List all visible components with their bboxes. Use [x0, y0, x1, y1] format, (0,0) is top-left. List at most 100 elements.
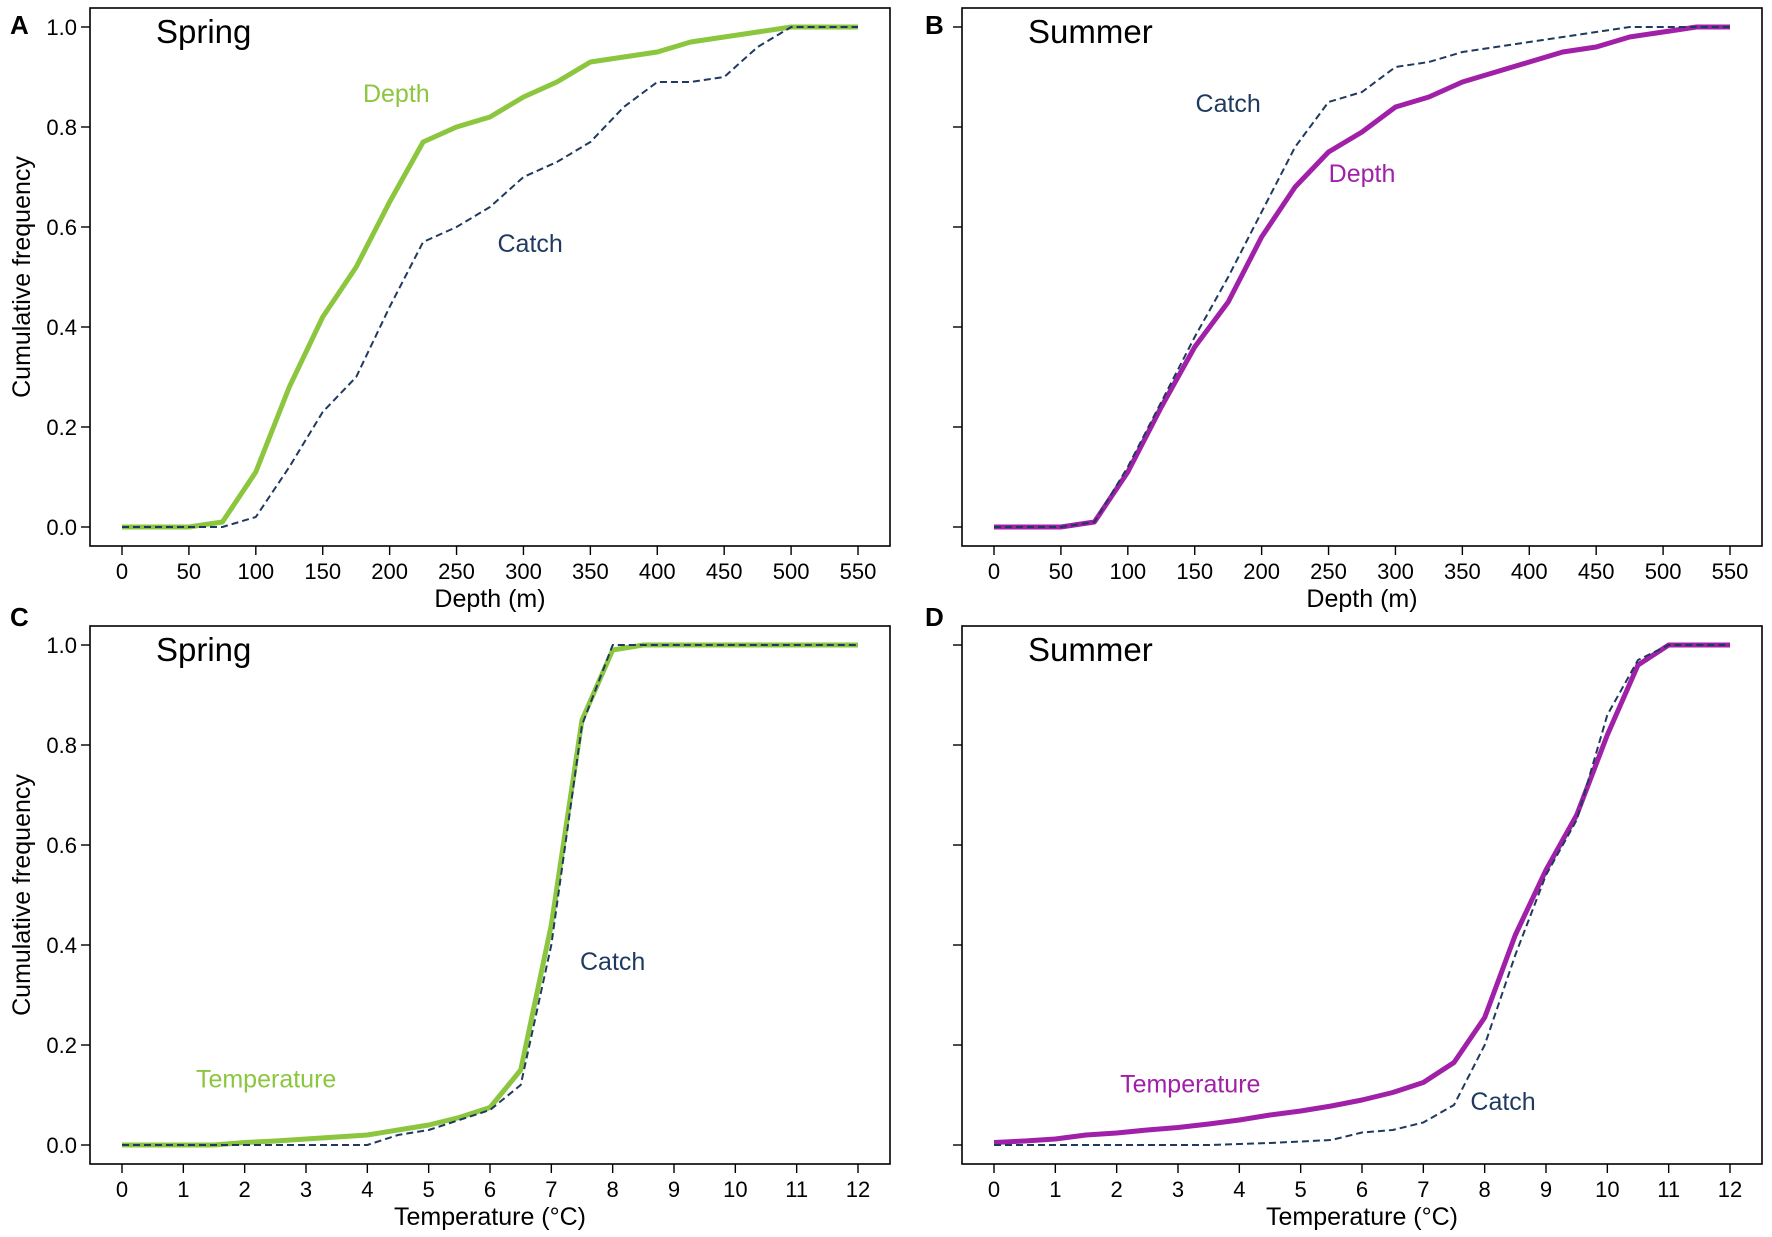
- plot-frame: [961, 7, 1763, 547]
- x-tick-label: 11: [1657, 1177, 1680, 1202]
- y-tick-label: 0.6: [46, 833, 77, 858]
- x-tick-label: 8: [1479, 1177, 1491, 1202]
- x-tick-label: 9: [1540, 1177, 1552, 1202]
- series-label-catch: Catch: [580, 948, 645, 976]
- x-tick-label: 450: [706, 559, 743, 584]
- x-tick-label: 350: [1444, 559, 1481, 584]
- x-tick-label: 150: [304, 559, 341, 584]
- x-tick-label: 3: [1172, 1177, 1184, 1202]
- panel-b: B Summer 0 50 100 150 200 250 300 350 400 450 500 550…: [925, 7, 1763, 613]
- x-axis-title: Temperature (°C): [1266, 1203, 1458, 1231]
- series-label-depth: Depth: [1329, 160, 1396, 188]
- series-label-temperature: Temperature: [196, 1066, 336, 1094]
- x-tick-label: 500: [1645, 559, 1682, 584]
- x-tick-label: 4: [1233, 1177, 1245, 1202]
- season-title: Spring: [156, 13, 251, 50]
- y-axis-title: Cumulative frequency: [8, 156, 36, 398]
- panel-letter: B: [925, 10, 944, 40]
- x-tick-label: 0: [988, 1177, 1000, 1202]
- x-tick-label: 1: [177, 1177, 189, 1202]
- y-tick-label: 0.8: [46, 115, 77, 140]
- y-axis-title: Cumulative frequency: [8, 774, 36, 1016]
- x-tick-label: 100: [237, 559, 274, 584]
- y-tick-label: 0.2: [46, 1033, 77, 1058]
- x-tick-label: 550: [1712, 559, 1749, 584]
- panel-letter: C: [10, 602, 29, 632]
- series-label-catch: Catch: [1196, 90, 1261, 118]
- x-tick-label: 350: [572, 559, 609, 584]
- x-tick-label: 0: [988, 559, 1000, 584]
- x-tick-label: 400: [1511, 559, 1548, 584]
- series-label-depth: Depth: [363, 80, 430, 108]
- x-tick-label: 10: [1595, 1177, 1619, 1202]
- series-line-temperature: [993, 642, 1730, 1145]
- x-tick-label: 12: [1718, 1177, 1742, 1202]
- x-tick-label: 200: [1243, 559, 1280, 584]
- x-tick-label: 300: [1377, 559, 1414, 584]
- y-tick-label: 0.8: [46, 733, 77, 758]
- plot-frame: [961, 625, 1763, 1165]
- x-tick-label: 250: [1310, 559, 1347, 584]
- y-tick-label: 0.4: [46, 933, 77, 958]
- x-tick-label: 2: [1111, 1177, 1123, 1202]
- x-tick-label: 2: [239, 1177, 251, 1202]
- x-tick-label: 300: [505, 559, 542, 584]
- y-tick-label: 0.0: [46, 1133, 77, 1158]
- x-tick-label: 6: [484, 1177, 496, 1202]
- y-tick-label: 0.4: [46, 315, 77, 340]
- x-axis-title: Depth (m): [434, 585, 545, 613]
- x-tick-label: 11: [785, 1177, 808, 1202]
- x-tick-label: 500: [773, 559, 810, 584]
- plot-frame: [89, 7, 891, 547]
- x-tick-label: 10: [723, 1177, 747, 1202]
- series-line-depth: [994, 24, 1730, 530]
- series-label-temperature: Temperature: [1120, 1071, 1260, 1099]
- x-tick-label: 1: [1049, 1177, 1061, 1202]
- x-tick-label: 250: [438, 559, 475, 584]
- series-label-catch: Catch: [497, 230, 562, 258]
- x-tick-label: 9: [668, 1177, 680, 1202]
- y-tick-label: 0.2: [46, 415, 77, 440]
- x-tick-label: 6: [1356, 1177, 1368, 1202]
- x-tick-label: 200: [371, 559, 408, 584]
- x-tick-label: 3: [300, 1177, 312, 1202]
- x-axis-title: Depth (m): [1306, 585, 1417, 613]
- x-tick-label: 7: [1417, 1177, 1429, 1202]
- x-tick-label: 0: [116, 1177, 128, 1202]
- x-tick-label: 450: [1578, 559, 1615, 584]
- x-tick-label: 4: [361, 1177, 373, 1202]
- x-tick-label: 0: [116, 559, 128, 584]
- x-tick-label: 100: [1109, 559, 1146, 584]
- series-label-catch: Catch: [1470, 1088, 1535, 1116]
- series-line-depth: [122, 24, 858, 530]
- series-line-catch: [994, 26, 1730, 528]
- y-tick-label: 1.0: [46, 633, 77, 658]
- x-tick-label: 550: [840, 559, 877, 584]
- season-title: Summer: [1028, 13, 1153, 50]
- series-line-catch: [994, 644, 1730, 1146]
- x-tick-label: 50: [1049, 559, 1073, 584]
- x-tick-label: 5: [423, 1177, 435, 1202]
- x-axis-title: Temperature (°C): [394, 1203, 586, 1231]
- x-tick-label: 5: [1295, 1177, 1307, 1202]
- x-tick-label: 12: [846, 1177, 870, 1202]
- panel-letter: D: [925, 602, 944, 632]
- y-tick-label: 0.6: [46, 215, 77, 240]
- x-tick-label: 150: [1176, 559, 1213, 584]
- season-title: Summer: [1028, 631, 1153, 668]
- x-tick-label: 50: [177, 559, 201, 584]
- season-title: Spring: [156, 631, 251, 668]
- y-tick-label: 0.0: [46, 515, 77, 540]
- series-line-catch: [122, 26, 858, 528]
- x-tick-label: 8: [607, 1177, 619, 1202]
- series-line-temperature: [122, 642, 858, 1148]
- y-tick-label: 1.0: [46, 15, 77, 40]
- x-tick-label: 7: [545, 1177, 557, 1202]
- panel-a: A Spring 0.0 0.2 0.4 0.6 0.8 1.0 0 50 100 150 200 250…: [8, 7, 891, 613]
- x-tick-label: 400: [639, 559, 676, 584]
- panel-letter: A: [10, 10, 29, 40]
- series-line-catch: [122, 644, 858, 1146]
